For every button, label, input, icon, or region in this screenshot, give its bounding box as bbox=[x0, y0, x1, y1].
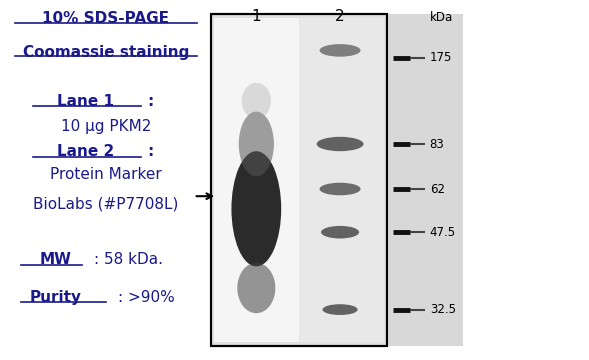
Bar bbox=[299, 18, 384, 342]
Text: 175: 175 bbox=[430, 51, 452, 64]
Ellipse shape bbox=[241, 83, 271, 119]
Text: kDa: kDa bbox=[430, 11, 453, 24]
Text: BioLabs (#P7708L): BioLabs (#P7708L) bbox=[33, 196, 178, 211]
Ellipse shape bbox=[320, 44, 360, 57]
Text: : 58 kDa.: : 58 kDa. bbox=[94, 252, 163, 267]
Text: 10 μg PKM2: 10 μg PKM2 bbox=[61, 119, 151, 134]
Bar bbox=[214, 18, 299, 342]
Text: 32.5: 32.5 bbox=[430, 303, 456, 316]
Bar bbox=[387, 14, 463, 346]
Text: :: : bbox=[147, 144, 153, 159]
Text: Lane 1: Lane 1 bbox=[57, 94, 114, 109]
Text: :: : bbox=[147, 94, 153, 109]
Ellipse shape bbox=[237, 263, 276, 313]
Text: Lane 2: Lane 2 bbox=[57, 144, 114, 159]
Text: Purity: Purity bbox=[30, 290, 82, 305]
Ellipse shape bbox=[323, 304, 358, 315]
Text: MW: MW bbox=[40, 252, 72, 267]
Ellipse shape bbox=[321, 226, 359, 239]
Bar bbox=[211, 14, 387, 346]
Text: 2: 2 bbox=[335, 9, 345, 24]
Bar bbox=[211, 14, 387, 346]
Text: 62: 62 bbox=[430, 183, 445, 195]
Text: Coomassie staining: Coomassie staining bbox=[22, 45, 189, 60]
Ellipse shape bbox=[317, 137, 363, 151]
Text: 83: 83 bbox=[430, 138, 445, 150]
Text: 1: 1 bbox=[252, 9, 261, 24]
Text: 47.5: 47.5 bbox=[430, 226, 456, 239]
Ellipse shape bbox=[239, 112, 274, 176]
Ellipse shape bbox=[320, 183, 360, 195]
Text: Protein Marker: Protein Marker bbox=[50, 167, 161, 183]
Ellipse shape bbox=[231, 151, 281, 266]
Text: 10% SDS-PAGE: 10% SDS-PAGE bbox=[42, 11, 169, 26]
Text: : >90%: : >90% bbox=[118, 290, 174, 305]
